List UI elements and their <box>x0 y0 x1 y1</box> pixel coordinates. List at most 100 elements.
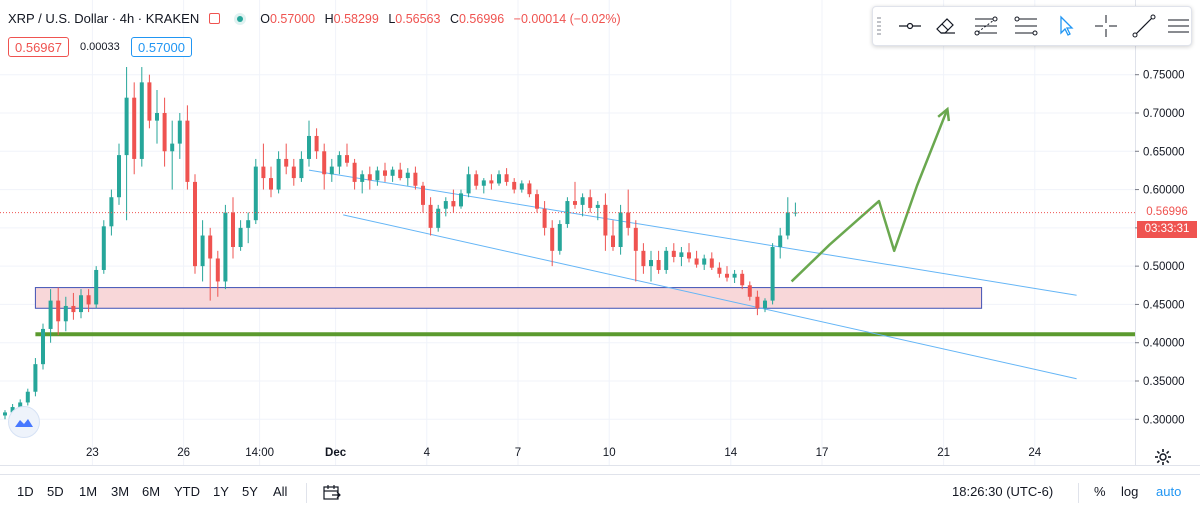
channel-upper-line[interactable] <box>308 169 1077 296</box>
auto-toggle[interactable]: auto <box>1156 484 1182 499</box>
date-range-icon[interactable] <box>322 484 342 502</box>
candle-body <box>436 208 441 228</box>
sell-price-button[interactable]: 0.56967 <box>8 37 69 57</box>
candle-body <box>18 402 23 408</box>
time-axis-label: 24 <box>1028 447 1041 459</box>
candle-body <box>557 224 562 251</box>
candle-body <box>383 170 387 176</box>
eraser-icon[interactable] <box>933 13 959 39</box>
candle-body <box>109 197 114 227</box>
divider <box>306 483 307 503</box>
candle-body <box>778 235 783 247</box>
candle-body <box>595 204 600 208</box>
candle-body <box>215 258 220 282</box>
candle-body <box>747 285 752 297</box>
candle-body <box>489 180 494 184</box>
candle-body <box>185 120 190 182</box>
log-toggle[interactable]: log <box>1121 484 1139 499</box>
change-value: −0.00014 (−0.02%) <box>513 11 621 26</box>
open-value: 0.57000 <box>269 11 316 26</box>
percent-toggle[interactable]: % <box>1094 484 1106 499</box>
tradingview-logo-icon[interactable] <box>8 406 40 438</box>
candle-body <box>63 305 68 322</box>
candle-body <box>580 197 585 205</box>
candle-body <box>269 178 273 190</box>
time-axis-label: 4 <box>424 447 431 459</box>
range-all[interactable]: All <box>273 484 288 499</box>
cursor-arrow-icon[interactable] <box>1053 13 1079 39</box>
candle-body <box>588 197 593 208</box>
range-5y[interactable]: 5Y <box>242 484 258 499</box>
candle-body <box>611 235 615 247</box>
price-axis-label: 0.30000 <box>1143 414 1185 426</box>
candle-body <box>101 226 106 270</box>
time-axis-label: 21 <box>937 447 950 459</box>
channel-lower-line[interactable] <box>343 214 1077 380</box>
candle-body <box>155 112 159 121</box>
candle-body <box>725 273 729 278</box>
ohlc-values: O0.57000 H0.58299 L0.56563 C0.56996 −0.0… <box>260 11 621 26</box>
candle-body <box>679 252 684 257</box>
candle-body <box>117 155 121 198</box>
regression-trend-icon[interactable] <box>1013 13 1039 39</box>
crosshair-icon[interactable] <box>1093 13 1119 39</box>
flag-icon[interactable] <box>209 13 221 24</box>
time-axis-label: 14:00 <box>245 447 274 459</box>
candle-body <box>41 328 45 365</box>
price-axis-label: 0.50000 <box>1143 261 1185 273</box>
range-3m[interactable]: 3M <box>111 484 130 499</box>
price-axis-label: 0.75000 <box>1143 70 1185 82</box>
candle-body <box>763 300 767 309</box>
candle-body <box>740 273 745 286</box>
candle-body <box>124 97 129 156</box>
clock-time[interactable]: 18:26:30 (UTC-6) <box>952 484 1054 499</box>
candle-body <box>512 181 517 190</box>
candle-body <box>626 212 631 228</box>
candle-body <box>360 174 365 182</box>
candle-body <box>3 412 7 416</box>
candle-body <box>709 258 714 268</box>
candle-body <box>504 174 509 182</box>
plot-area[interactable] <box>0 0 1135 465</box>
range-1y[interactable]: 1Y <box>213 484 229 499</box>
candle-body <box>139 82 144 159</box>
market-status-icon <box>234 12 247 25</box>
drag-handle-icon[interactable] <box>877 15 881 37</box>
fib-retracement-icon[interactable] <box>973 13 999 39</box>
candle-body <box>329 166 334 175</box>
candle-body <box>79 295 83 313</box>
candle-body <box>71 305 76 313</box>
candle-body <box>276 158 281 190</box>
candle-body <box>322 151 327 175</box>
candle-body <box>238 227 243 247</box>
range-1d[interactable]: 1D <box>17 484 34 499</box>
range-5d[interactable]: 5D <box>47 484 64 499</box>
projection-path[interactable] <box>790 108 949 283</box>
candle-body <box>451 201 456 207</box>
trend-line-icon[interactable] <box>1131 13 1157 39</box>
time-axis-label: 10 <box>603 447 616 459</box>
candle-body <box>421 185 425 205</box>
menu-icon[interactable] <box>1165 13 1191 39</box>
chart-legend: XRP / U.S. Dollar · 4h · KRAKEN O0.57000… <box>8 11 627 26</box>
support-zone-rectangle[interactable] <box>34 287 983 309</box>
settings-gear-icon[interactable] <box>1154 448 1172 466</box>
divider <box>1078 483 1079 503</box>
symbol-title[interactable]: XRP / U.S. Dollar · 4h · KRAKEN <box>8 11 200 26</box>
candle-body <box>428 204 433 228</box>
candle-body <box>466 174 471 194</box>
time-axis-label: 17 <box>816 447 829 459</box>
range-ytd[interactable]: YTD <box>174 484 200 499</box>
candle-body <box>291 166 296 179</box>
buy-price-button[interactable]: 0.57000 <box>131 37 192 57</box>
price-axis-label: 0.70000 <box>1143 108 1185 120</box>
candle-body <box>375 170 380 181</box>
candle-body <box>25 391 30 403</box>
candle-body <box>307 135 311 159</box>
range-6m[interactable]: 6M <box>142 484 161 499</box>
candle-body <box>497 174 501 184</box>
range-1m[interactable]: 1M <box>79 484 98 499</box>
candle-body <box>694 258 699 265</box>
horizontal-line-icon[interactable] <box>897 13 923 39</box>
